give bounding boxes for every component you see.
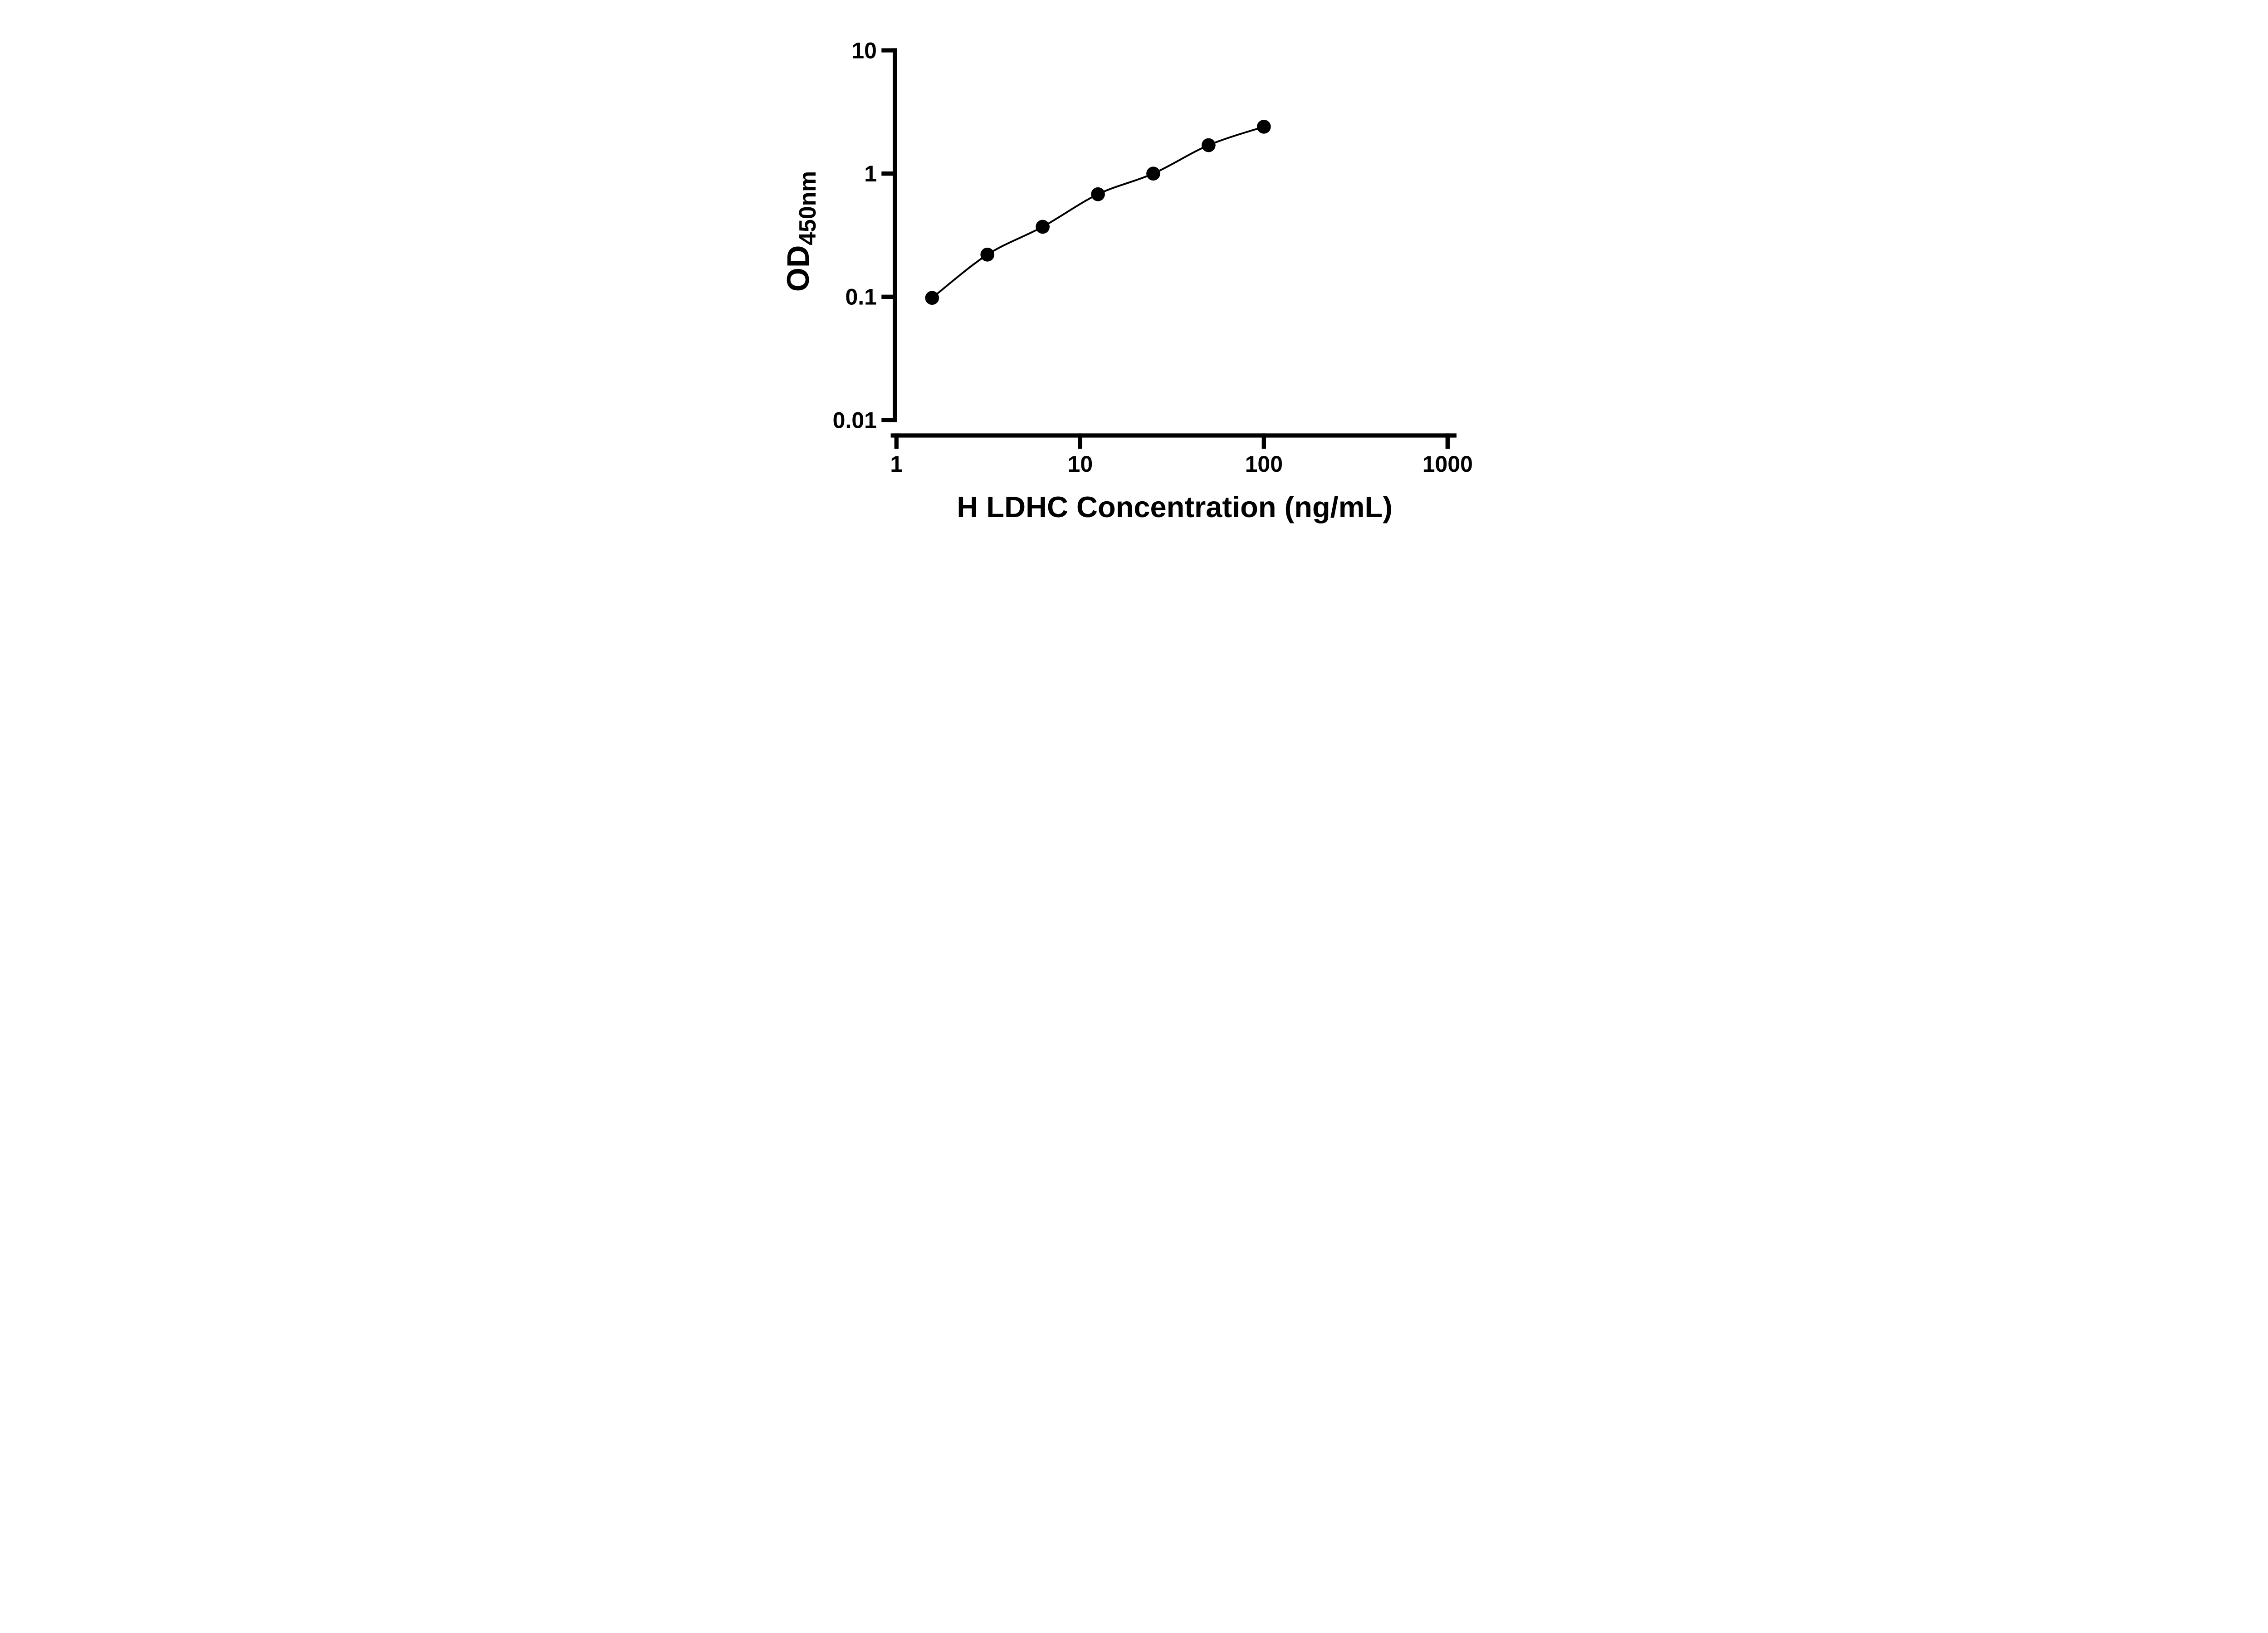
data-point bbox=[1257, 120, 1271, 134]
y-tick-label: 0.01 bbox=[833, 407, 877, 433]
data-points bbox=[925, 120, 1271, 305]
y-axis-title-base: OD bbox=[781, 245, 816, 292]
data-point bbox=[1091, 187, 1105, 201]
chart-svg: 10 1 0.1 0.01 1 10 100 1000 H LDHC Concentration… bbox=[781, 38, 1473, 523]
y-axis-title: OD450nm bbox=[781, 171, 821, 292]
y-tick-label: 0.1 bbox=[845, 284, 877, 310]
y-axis-title-subscript: 450nm bbox=[794, 171, 821, 245]
axes bbox=[881, 48, 1457, 449]
x-tick-label: 1000 bbox=[1422, 451, 1473, 477]
data-point bbox=[1202, 138, 1216, 152]
tick-labels: 10 1 0.1 0.01 1 10 100 1000 bbox=[833, 38, 1473, 477]
data-point bbox=[925, 291, 939, 305]
data-point bbox=[1036, 220, 1050, 234]
data-point bbox=[1146, 166, 1160, 181]
y-tick-label: 1 bbox=[864, 161, 877, 186]
y-tick-label: 10 bbox=[851, 38, 877, 63]
elisa-standard-curve-figure: 10 1 0.1 0.01 1 10 100 1000 H LDHC Concentration… bbox=[745, 0, 1523, 544]
data-point bbox=[980, 247, 995, 262]
x-tick-label: 1 bbox=[890, 451, 903, 477]
x-tick-label: 10 bbox=[1068, 451, 1093, 477]
x-tick-label: 100 bbox=[1245, 451, 1283, 477]
x-axis-title: H LDHC Concentration (ng/mL) bbox=[957, 490, 1392, 523]
standard-curve-line bbox=[931, 126, 1264, 299]
